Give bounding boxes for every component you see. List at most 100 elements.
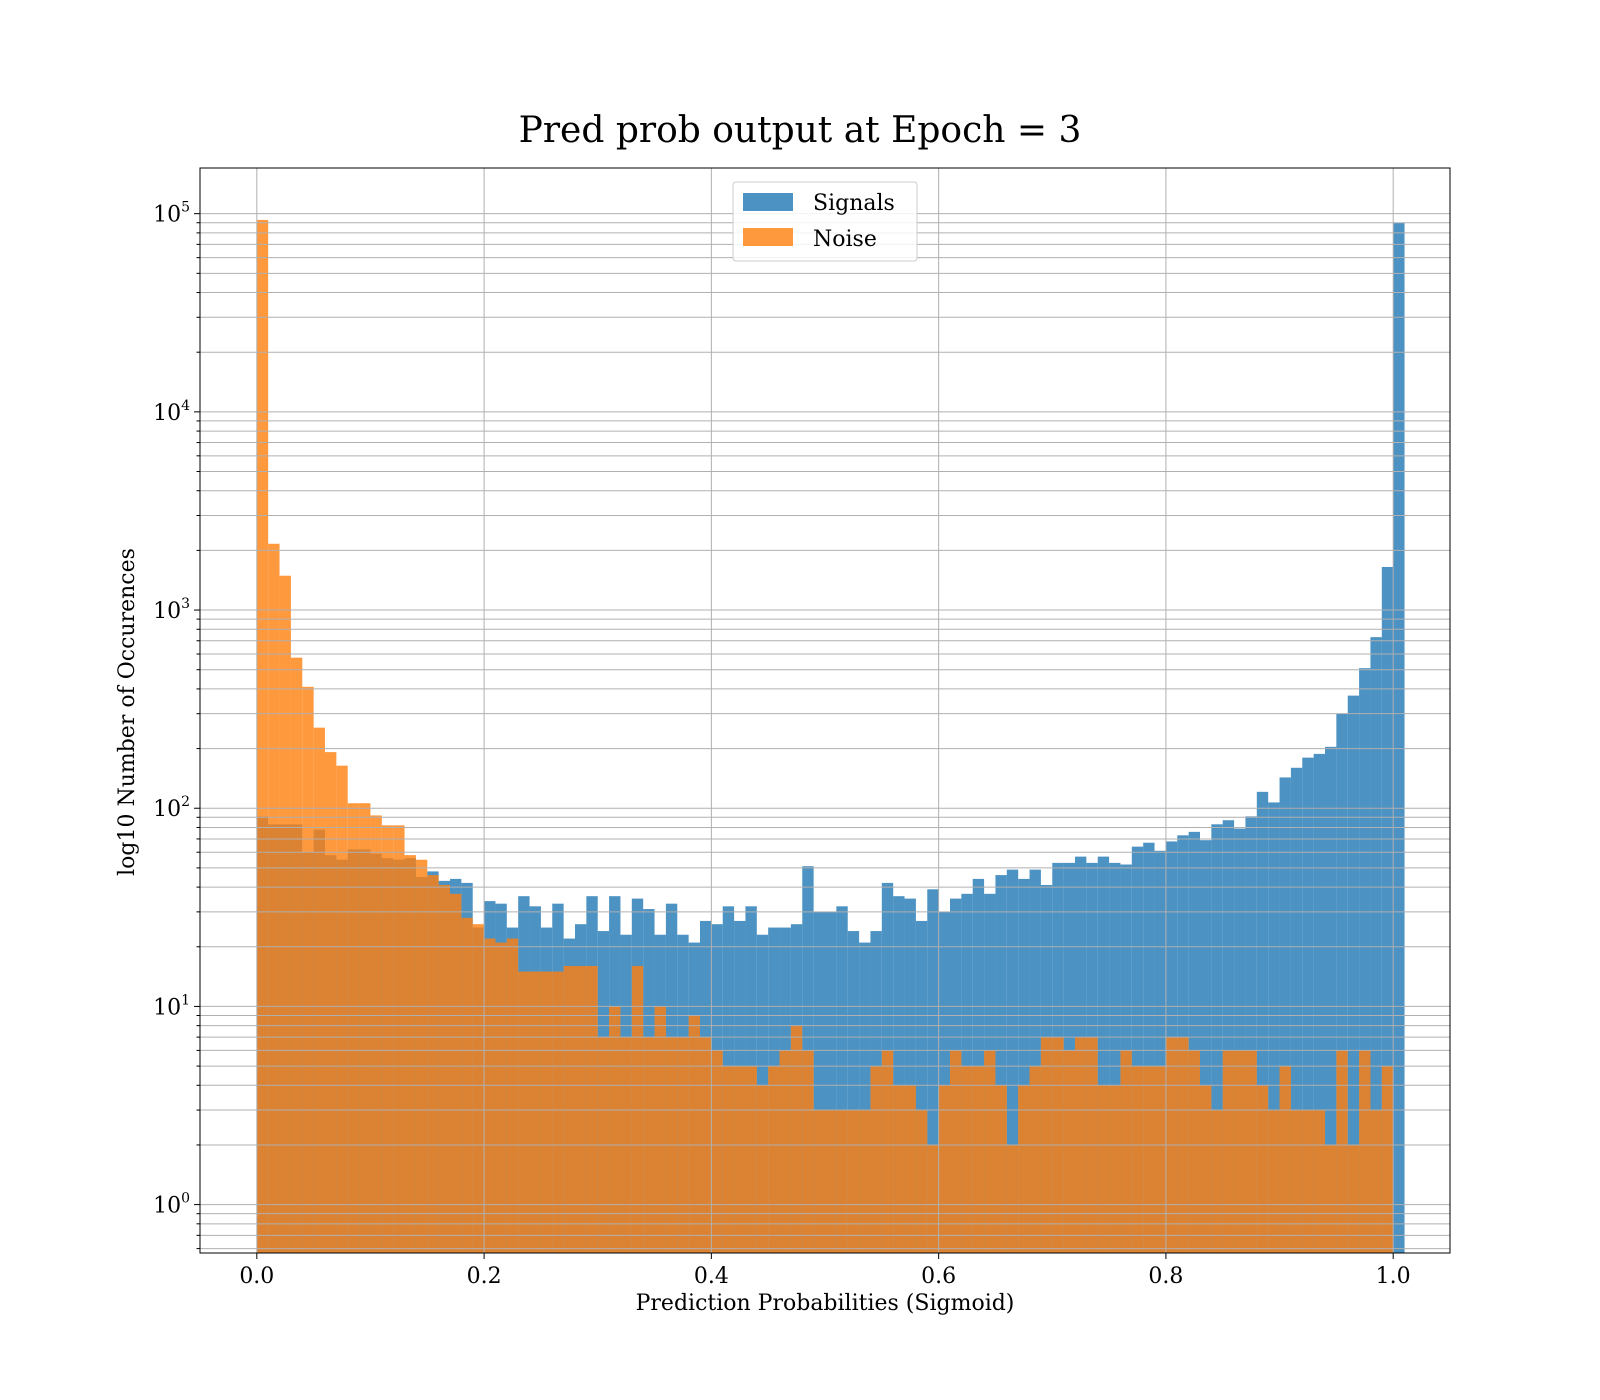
noise-bar [938,1085,950,1253]
noise-bar [802,1050,814,1253]
noise-bar [1200,1085,1212,1253]
noise-bar [540,971,553,1253]
noise-bar [1381,1066,1394,1253]
signals-bar [836,906,848,1253]
signals-bar [1029,869,1041,1253]
grid-lines [200,168,1450,1253]
x-tick-label: 0.8 [1148,1264,1183,1289]
noise-bar [1222,1050,1235,1253]
x-tick-label: 0.6 [921,1264,956,1289]
noise-bar [1336,1050,1348,1253]
noise-bar [1302,1110,1314,1253]
noise-bar [1245,1050,1257,1253]
noise-bar [1370,1110,1382,1253]
noise-bar [586,965,598,1253]
noise-bar [893,1085,905,1253]
noise-bar [518,971,530,1253]
legend-swatch-signals [743,193,793,211]
legend-label-signals: Signals [813,191,895,216]
x-tick-label: 0.2 [467,1264,502,1289]
noise-bar [484,938,496,1253]
noise-bar [302,686,314,1253]
legend-label-noise: Noise [813,227,877,252]
y-tick-label: 104 [153,398,190,426]
noise-bar [415,859,428,1253]
noise-bar [756,1085,769,1253]
legend-swatch-noise [743,228,793,246]
signals-bar [1325,746,1337,1253]
signals-bar [1234,828,1246,1253]
noise-bar [995,1085,1007,1253]
noise-bar [1347,1144,1360,1253]
signals-bar [1381,566,1394,1253]
noise-bar [1029,1066,1041,1253]
noise-bar [1290,1110,1303,1253]
noise-bar [347,803,360,1253]
noise-bar [654,1006,666,1253]
signals-bar [1131,846,1144,1253]
noise-bar [381,825,394,1253]
noise-bar [563,965,575,1253]
noise-bar [404,855,416,1253]
noise-bar [915,1110,928,1253]
noise-bar [256,219,269,1253]
noise-bar [393,825,405,1253]
noise-bar [1131,1066,1144,1253]
x-axis: 0.0 0.2 0.4 0.6 0.8 1.0 [239,1253,1411,1289]
signals-bar [1245,816,1257,1253]
noise-bar [859,1110,871,1253]
noise-bar [790,1025,803,1253]
noise-bar [1154,1066,1166,1253]
noise-bar [336,765,348,1253]
noise-bar [745,1066,757,1253]
noise-bar [313,727,325,1253]
noise-bar [472,924,485,1253]
signals-bar [1222,820,1235,1253]
signals-bar [927,889,939,1253]
noise-bar [927,1144,939,1253]
y-tick-label: 101 [153,992,190,1020]
signals-bar [1393,222,1405,1254]
signals-bar [1200,840,1212,1253]
noise-bar [575,965,587,1253]
noise-bar [1188,1050,1200,1253]
noise-bar [1256,1085,1269,1253]
noise-bar [268,543,280,1253]
signals-bar [1006,869,1019,1253]
signals-bar [995,875,1007,1253]
noise-bar [427,875,439,1253]
noise-bar [495,942,507,1253]
signals-bar [1256,791,1269,1253]
signals-bar [1097,856,1110,1253]
noise-bar [370,815,382,1253]
noise-bar [1063,1050,1075,1253]
signals-bar [1143,842,1155,1253]
signals-bar [1336,713,1348,1253]
noise-bar [984,1050,996,1253]
noise-bar [836,1110,848,1253]
signals-bar [938,911,950,1253]
noise-bar [847,1110,860,1253]
noise-bar [359,803,371,1253]
noise-bar [870,1066,882,1253]
noise-bar [529,971,541,1253]
noise-bar [768,1066,780,1253]
noise-bar [1211,1110,1223,1253]
noise-bar [972,1066,985,1253]
noise-bar [631,965,644,1253]
noise-bar [1234,1050,1246,1253]
x-tick-label: 1.0 [1376,1264,1411,1289]
noise-bar [688,1015,700,1253]
noise-bar [1359,1050,1371,1253]
noise-bar [506,938,519,1253]
signals-bar [1268,802,1280,1253]
y-tick-label: 105 [153,200,190,228]
noise-bar [734,1066,746,1253]
noise-bar [1120,1050,1132,1253]
noise-bar [552,971,564,1253]
plot-area [199,167,1451,1254]
noise-bar [290,657,303,1253]
noise-bar [609,1006,621,1253]
y-axis: 100 101 102 103 104 105 [153,200,200,1250]
noise-bar [961,1066,973,1253]
